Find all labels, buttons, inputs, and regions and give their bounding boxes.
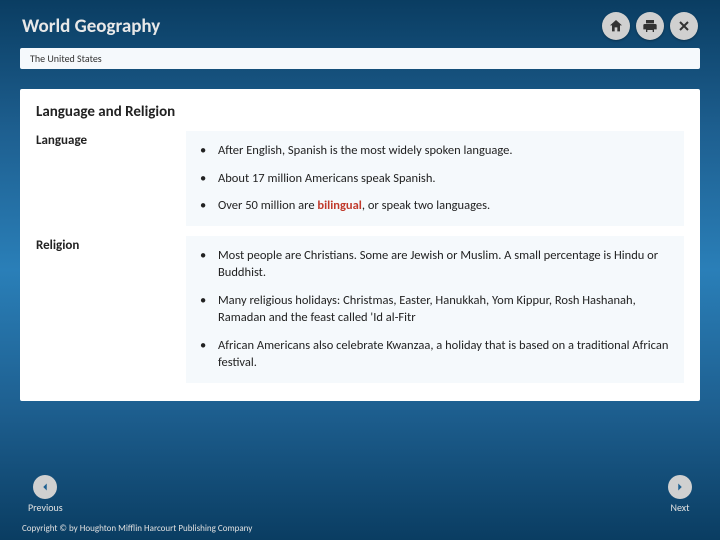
- next-label: Next: [671, 501, 690, 514]
- language-bullets: After English, Spanish is the most widel…: [186, 131, 684, 226]
- previous-button[interactable]: Previous: [28, 475, 63, 514]
- bilingual-term: bilingual: [317, 198, 362, 213]
- religion-row: Religion Most people are Christians. Som…: [20, 236, 700, 383]
- language-row: Language After English, Spanish is the m…: [20, 131, 700, 226]
- list-item: About 17 million Americans speak Spanish…: [200, 165, 670, 193]
- list-item: African Americans also celebrate Kwanzaa…: [200, 332, 670, 377]
- list-item: After English, Spanish is the most widel…: [200, 137, 670, 165]
- chevron-right-icon: [668, 475, 692, 499]
- print-icon[interactable]: [636, 12, 664, 40]
- nav-footer: Previous Next: [0, 475, 720, 514]
- breadcrumb: The United States: [20, 48, 700, 69]
- close-icon[interactable]: [670, 12, 698, 40]
- copyright: Copyright © by Houghton Mifflin Harcourt…: [22, 523, 252, 534]
- page-title: World Geography: [22, 15, 160, 38]
- header-icons: [602, 12, 698, 40]
- religion-label: Religion: [36, 236, 186, 383]
- next-button[interactable]: Next: [668, 475, 692, 514]
- list-item: Many religious holidays: Christmas, East…: [200, 287, 670, 332]
- list-item: Over 50 million are bilingual, or speak …: [200, 192, 670, 220]
- section-title: Language and Religion: [20, 103, 700, 131]
- content-panel: Language and Religion Language After Eng…: [20, 89, 700, 401]
- language-label: Language: [36, 131, 186, 226]
- home-icon[interactable]: [602, 12, 630, 40]
- chevron-left-icon: [33, 475, 57, 499]
- religion-bullets: Most people are Christians. Some are Jew…: [186, 236, 684, 383]
- previous-label: Previous: [28, 501, 63, 514]
- list-item: Most people are Christians. Some are Jew…: [200, 242, 670, 287]
